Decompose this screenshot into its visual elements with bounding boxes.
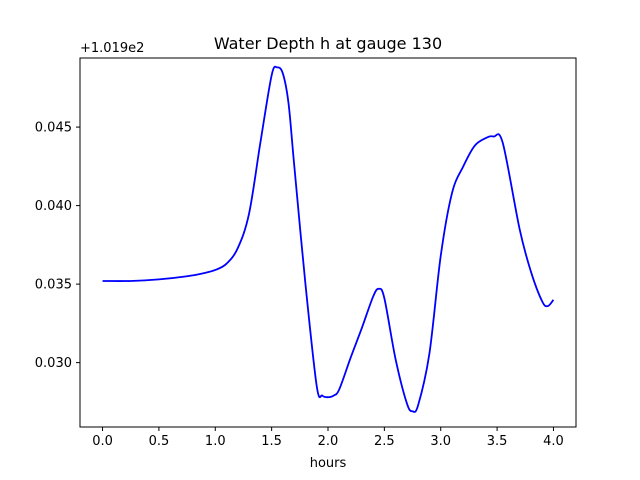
- y-tick-label: 0.035: [35, 278, 72, 293]
- plot-area-frame: [79, 57, 577, 428]
- x-tick-label: 0.5: [149, 434, 170, 449]
- y-tick-label: 0.045: [35, 121, 72, 136]
- y-axis-ticks: 0.030 0.035 0.040 0.045: [35, 121, 80, 371]
- x-tick-label: 2.0: [318, 434, 339, 449]
- y-tick-label: 0.040: [35, 199, 72, 214]
- series-lines: [102, 65, 555, 413]
- y-offset-label: +1.019e2: [80, 41, 144, 56]
- x-tick-label: 3.0: [430, 434, 451, 449]
- x-axis-label: hours: [310, 456, 347, 471]
- y-tick-label: 0.030: [35, 356, 72, 371]
- x-tick-label: 0.0: [92, 434, 113, 449]
- x-tick-label: 4.0: [543, 434, 564, 449]
- chart-title: Water Depth h at gauge 130: [214, 34, 442, 53]
- x-axis-ticks: 0.0 0.5 1.0 1.5 2.0 2.5 3.0 3.5 4.0: [92, 427, 564, 449]
- series-line: [102, 65, 555, 413]
- x-tick-label: 1.5: [261, 434, 282, 449]
- x-tick-label: 3.5: [487, 434, 508, 449]
- x-tick-label: 1.0: [205, 434, 226, 449]
- x-tick-label: 2.5: [374, 434, 395, 449]
